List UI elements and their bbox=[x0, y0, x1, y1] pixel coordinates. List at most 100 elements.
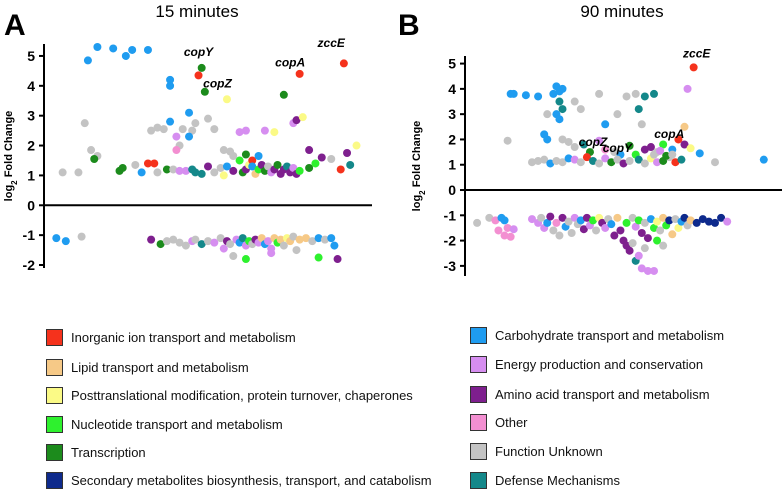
data-point-carb bbox=[564, 154, 573, 163]
data-point-defense bbox=[634, 155, 643, 164]
data-point-unknown bbox=[131, 160, 140, 169]
data-point-inorg bbox=[295, 69, 304, 78]
data-point-carb bbox=[166, 75, 175, 84]
data-point-trans bbox=[241, 150, 250, 159]
data-point-defense bbox=[197, 169, 206, 178]
data-point-unknown bbox=[178, 125, 187, 134]
legend-swatch bbox=[470, 413, 487, 431]
legend-label: Posttranslational modification, protein … bbox=[71, 387, 413, 403]
data-point-defense bbox=[650, 89, 658, 98]
data-point-nucleo bbox=[622, 218, 631, 227]
y-tick-label: 0 bbox=[27, 197, 35, 213]
data-point-unknown bbox=[552, 156, 561, 165]
gene-annotation: zccE bbox=[682, 46, 711, 60]
data-point-energy bbox=[210, 238, 219, 247]
data-point-unknown bbox=[564, 217, 573, 226]
data-point-amino bbox=[579, 225, 588, 234]
data-point-unknown bbox=[628, 213, 637, 222]
data-point-amino bbox=[343, 149, 352, 158]
data-point-unknown bbox=[503, 136, 512, 145]
data-point-unknown bbox=[320, 235, 329, 244]
data-point-nucleo bbox=[295, 166, 304, 175]
data-point-amino bbox=[616, 226, 625, 235]
gene-annotation: copA bbox=[654, 127, 684, 141]
data-point-amino bbox=[643, 234, 652, 243]
legend-item-transcription: Transcription bbox=[46, 442, 146, 462]
legend-item-inorganic-ion: Inorganic ion transport and metabolism bbox=[46, 327, 296, 347]
legend-label: Function Unknown bbox=[495, 443, 603, 459]
data-point-inorg bbox=[248, 156, 257, 165]
data-point-carb bbox=[546, 159, 555, 168]
legend-swatch bbox=[46, 471, 63, 489]
data-point-defense bbox=[640, 92, 649, 101]
data-point-unknown bbox=[87, 146, 96, 155]
data-point-other bbox=[601, 145, 610, 154]
data-point-carb bbox=[128, 45, 137, 54]
data-point-amino bbox=[305, 146, 314, 155]
data-point-amino bbox=[204, 162, 212, 171]
data-point-unknown bbox=[613, 110, 622, 119]
data-point-trans bbox=[200, 87, 209, 96]
data-point-carb bbox=[759, 155, 768, 164]
data-point-unknown bbox=[528, 158, 536, 167]
data-point-lipid bbox=[257, 234, 266, 243]
y-tick-label: 3 bbox=[448, 106, 456, 122]
data-point-unknown bbox=[210, 125, 219, 134]
data-point-carb bbox=[543, 218, 552, 227]
data-point-unknown bbox=[558, 135, 567, 144]
data-point-carb bbox=[543, 135, 552, 144]
data-point-defense bbox=[589, 156, 597, 165]
data-point-energy bbox=[241, 126, 250, 135]
data-point-unknown bbox=[576, 105, 585, 114]
legend-item-lipid: Lipid transport and metabolism bbox=[46, 357, 249, 377]
data-point-carb bbox=[52, 234, 61, 243]
data-point-other bbox=[500, 231, 509, 240]
data-point-unknown bbox=[181, 241, 190, 250]
data-point-trans bbox=[279, 90, 288, 99]
data-point-energy bbox=[219, 244, 228, 253]
data-point-defense bbox=[191, 168, 200, 177]
data-point-carb bbox=[166, 81, 175, 90]
data-point-energy bbox=[650, 266, 658, 275]
legend-label: Secondary metabolites biosynthesis, tran… bbox=[71, 472, 432, 488]
legend-item-posttranslational: Posttranslational modification, protein … bbox=[46, 385, 413, 405]
data-point-carb bbox=[93, 42, 102, 51]
data-point-energy bbox=[643, 266, 652, 275]
data-point-amino bbox=[292, 116, 301, 125]
data-point-amino bbox=[582, 213, 591, 222]
data-point-unknown bbox=[292, 246, 301, 255]
data-point-amino bbox=[637, 229, 646, 238]
data-point-amino bbox=[610, 231, 619, 240]
data-point-carb bbox=[646, 215, 655, 224]
data-point-unknown bbox=[77, 232, 86, 241]
data-point-unknown bbox=[279, 241, 288, 250]
data-point-amino bbox=[546, 212, 555, 221]
data-point-energy bbox=[656, 146, 665, 155]
data-point-energy bbox=[601, 154, 610, 163]
y-tick-label: -3 bbox=[444, 258, 457, 274]
data-point-unknown bbox=[191, 235, 200, 244]
data-point-energy bbox=[509, 225, 518, 234]
legend-swatch bbox=[470, 385, 487, 403]
data-point-inorg bbox=[143, 159, 152, 168]
legend-label: Defense Mechanisms bbox=[495, 472, 620, 488]
data-point-secondary bbox=[680, 213, 689, 222]
data-point-ptm bbox=[219, 171, 228, 180]
data-point-nucleo bbox=[589, 216, 597, 225]
legend-item-nucleotide: Nucleotide transport and metabolism bbox=[46, 414, 283, 434]
data-point-carb bbox=[185, 108, 194, 117]
data-point-unknown bbox=[711, 158, 719, 167]
gene-annotation: zccE bbox=[317, 36, 346, 50]
data-point-ptm bbox=[222, 95, 231, 104]
data-point-unknown bbox=[592, 226, 601, 235]
data-point-unknown bbox=[659, 241, 668, 250]
data-point-trans bbox=[156, 240, 165, 249]
y-tick-label: 3 bbox=[27, 108, 35, 124]
data-point-unknown bbox=[80, 119, 89, 128]
data-point-defense bbox=[579, 140, 588, 149]
data-point-unknown bbox=[226, 240, 235, 249]
data-point-energy bbox=[267, 249, 276, 258]
data-point-energy bbox=[570, 155, 579, 164]
data-point-energy bbox=[172, 132, 181, 141]
data-point-carb bbox=[607, 220, 616, 229]
